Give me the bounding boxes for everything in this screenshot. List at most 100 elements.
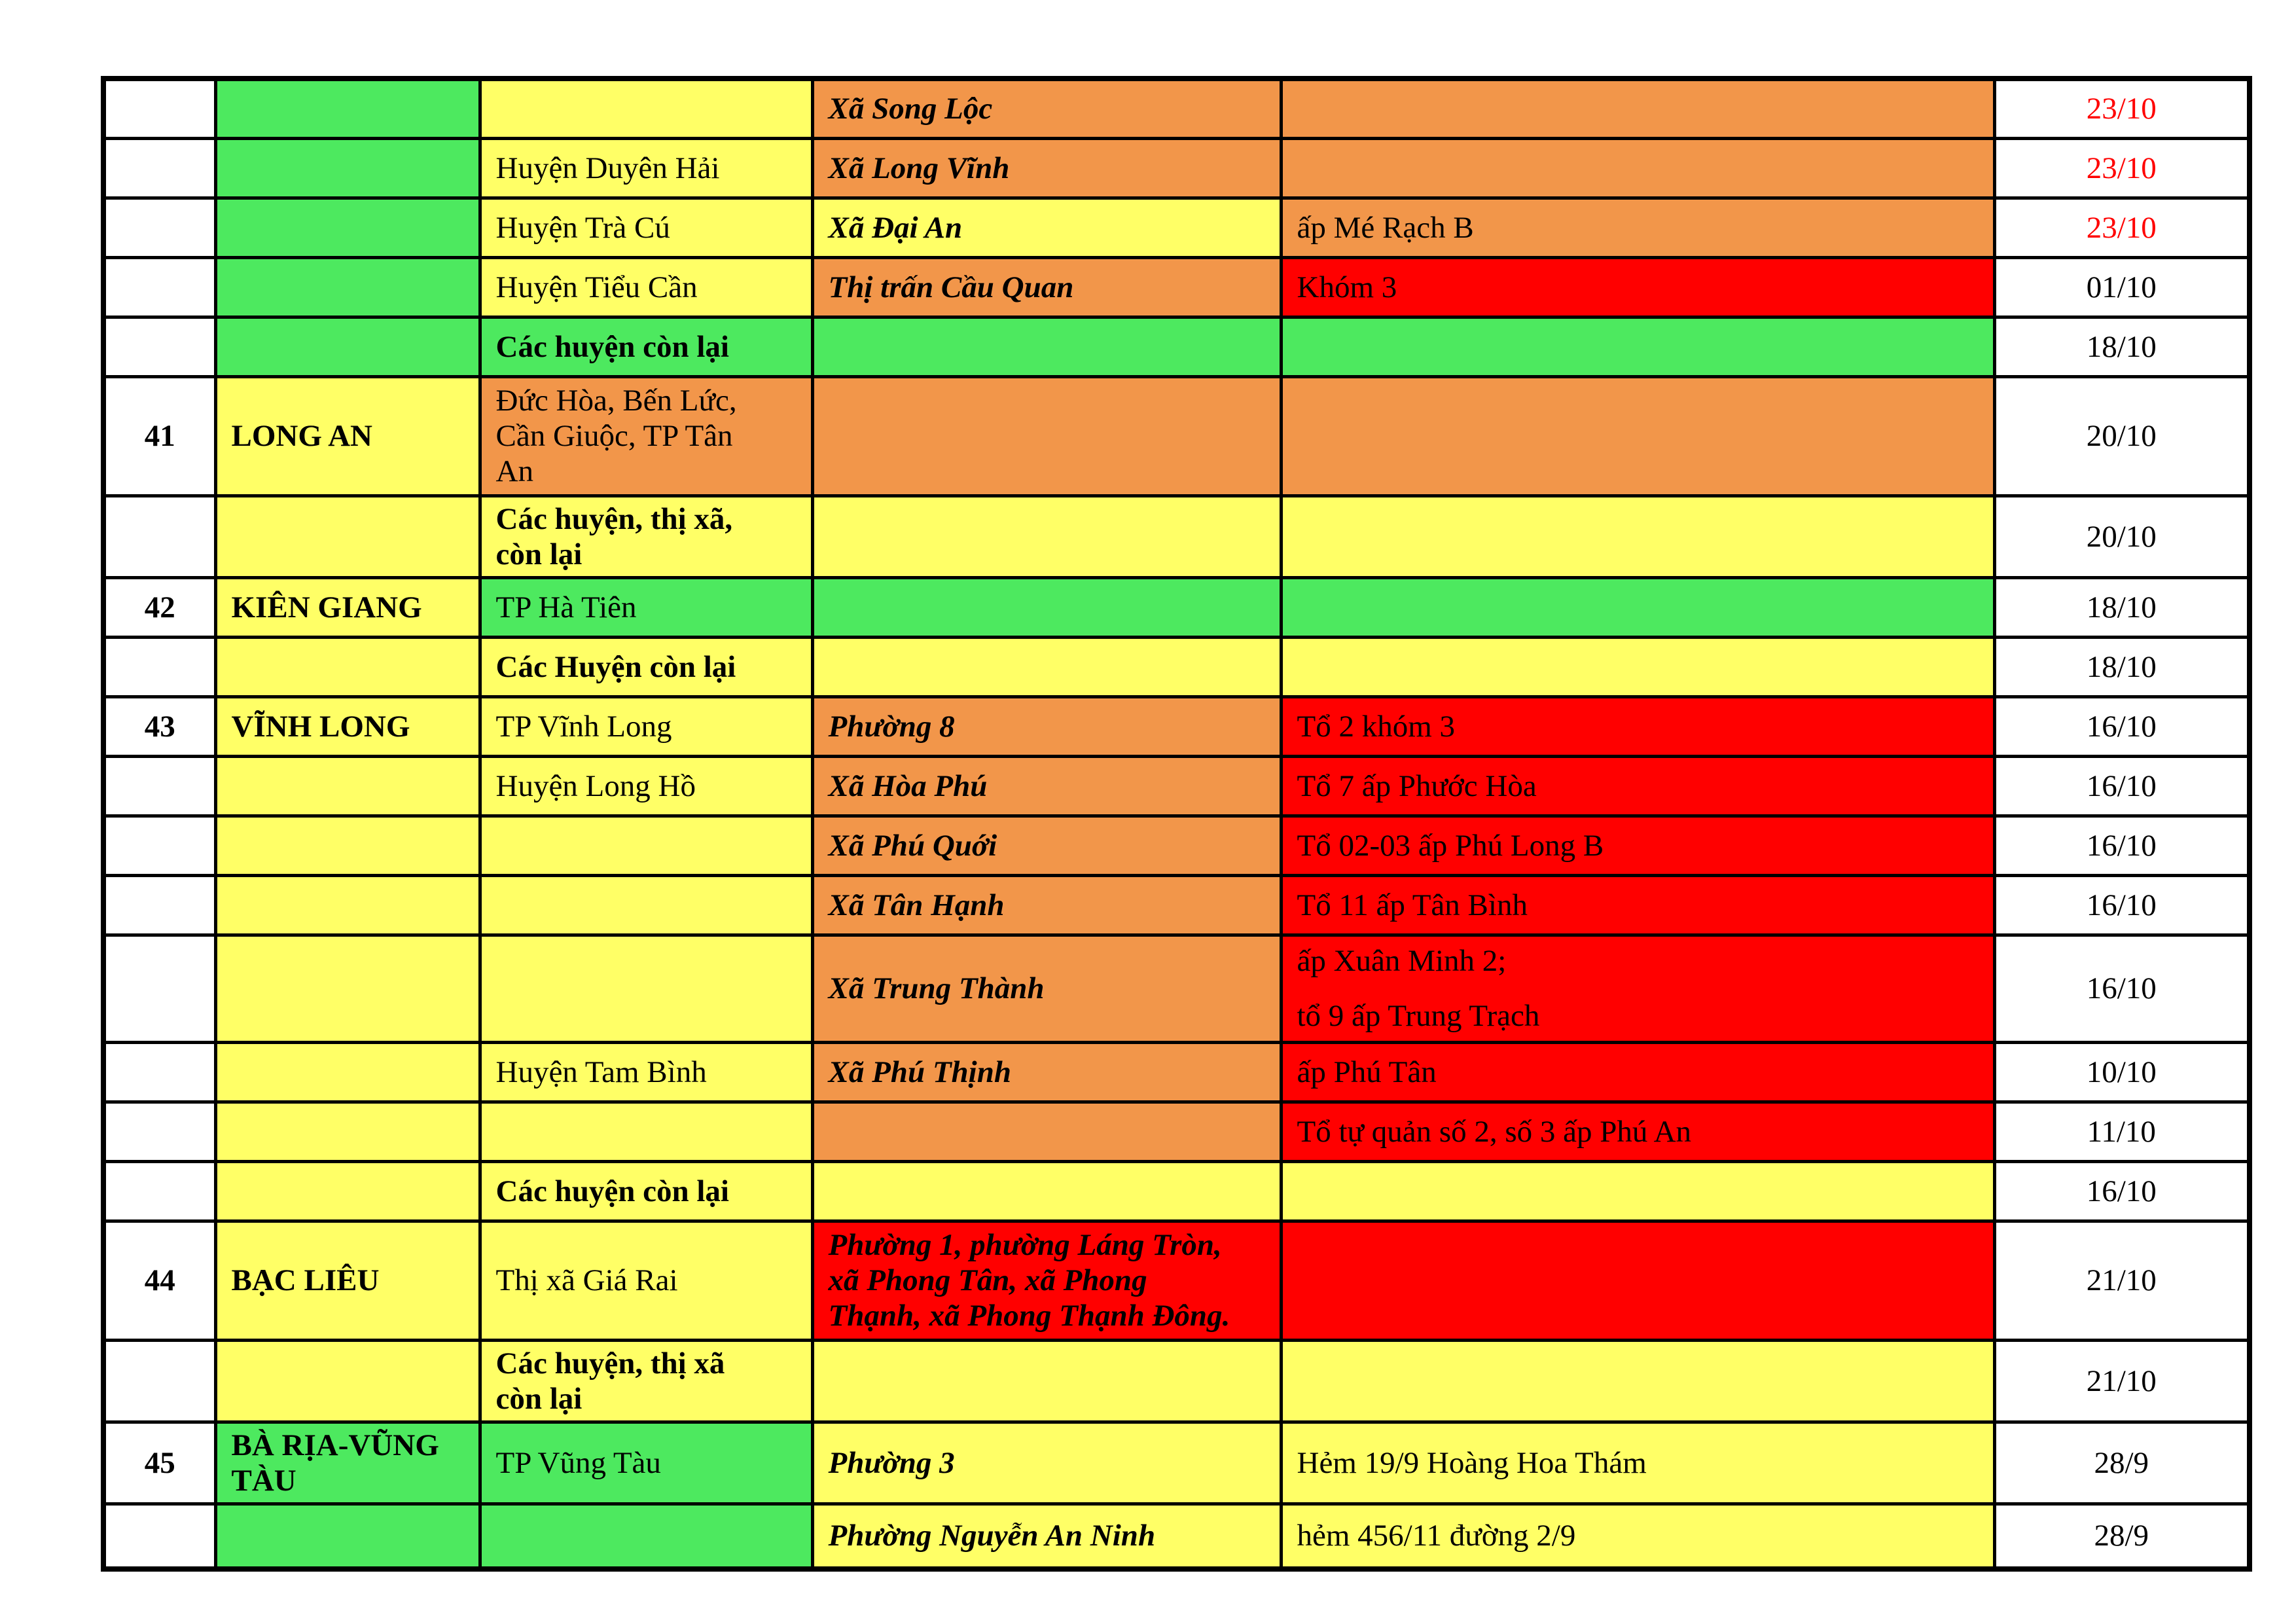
cell-text: Huyện Trà Cú bbox=[495, 210, 670, 245]
cell-text: 20/10 bbox=[2086, 519, 2157, 554]
cell-index bbox=[101, 196, 217, 259]
cell-text: Xã Hòa Phú bbox=[828, 768, 988, 803]
cell-text: 43 bbox=[144, 709, 175, 744]
cell-ward: Xã Phú Thịnh bbox=[810, 1040, 1283, 1104]
cell-province bbox=[213, 315, 482, 378]
cell-district: Đức Hòa, Bến Lức, Cần Giuộc, TP Tân An bbox=[478, 374, 814, 497]
cell-date: 16/10 bbox=[1992, 873, 2251, 937]
cell-province bbox=[213, 136, 482, 200]
cell-district: Huyện Tam Bình bbox=[478, 1040, 814, 1104]
cell-province bbox=[213, 754, 482, 818]
table-row: Các huyện còn lại 16/10 bbox=[101, 1159, 2251, 1223]
cell-district: Huyện Long Hồ bbox=[478, 754, 814, 818]
cell-line: Cần Giuộc, TP Tân bbox=[495, 419, 733, 453]
cell-text: Xã Phú Thịnh bbox=[828, 1055, 1012, 1089]
cell-index: 42 bbox=[101, 575, 217, 639]
cell-district: Các huyện, thị xã còn lại bbox=[478, 1338, 814, 1424]
table-row: Xã Song Lộc 23/10 bbox=[101, 77, 2251, 140]
cell-district: Các huyện, thị xã, còn lại bbox=[478, 494, 814, 579]
cell-ward: Xã Long Vĩnh bbox=[810, 136, 1283, 200]
cell-hamlet: ấp Mé Rạch B bbox=[1279, 196, 1996, 259]
cell-text: Phường 8 bbox=[828, 709, 955, 744]
cell-line: Đức Hòa, Bến Lức, bbox=[495, 384, 737, 418]
cell-district: Thị xã Giá Rai bbox=[478, 1219, 814, 1342]
cell-date: 21/10 bbox=[1992, 1219, 2251, 1342]
cell-line: còn lại bbox=[495, 537, 583, 571]
cell-line: An bbox=[495, 454, 533, 488]
cell-district: Huyện Trà Cú bbox=[478, 196, 814, 259]
cell-date: 10/10 bbox=[1992, 1040, 2251, 1104]
cell-date: 16/10 bbox=[1992, 814, 2251, 877]
cell-province bbox=[213, 77, 482, 140]
cell-text: 16/10 bbox=[2086, 971, 2157, 1005]
cell-hamlet: ấp Phú Tân bbox=[1279, 1040, 1996, 1104]
cell-text: 20/10 bbox=[2086, 419, 2157, 453]
cell-province: VĨNH LONG bbox=[213, 695, 482, 758]
table-row: Các huyện còn lại 18/10 bbox=[101, 315, 2251, 378]
cell-province bbox=[213, 873, 482, 937]
cell-line bbox=[1297, 979, 1986, 998]
table-row: Các Huyện còn lại 18/10 bbox=[101, 635, 2251, 698]
cell-hamlet bbox=[1279, 1338, 1996, 1424]
cell-text: Xã Trung Thành bbox=[828, 971, 1045, 1005]
cell-index bbox=[101, 933, 217, 1044]
cell-text: Các Huyện còn lại bbox=[495, 649, 736, 684]
cell-date: 18/10 bbox=[1992, 635, 2251, 698]
cell-province: BẠC LIÊU bbox=[213, 1219, 482, 1342]
cell-text: Huyện Duyên Hải bbox=[495, 151, 720, 185]
cell-district bbox=[478, 1100, 814, 1163]
cell-text: 16/10 bbox=[2086, 709, 2157, 744]
cell-ward: Phường Nguyễn An Ninh bbox=[810, 1502, 1283, 1571]
table-row: Huyện Duyên Hải Xã Long Vĩnh 23/10 bbox=[101, 136, 2251, 200]
cell-hamlet: hẻm 456/11 đường 2/9 bbox=[1279, 1502, 1996, 1571]
table-body: Xã Song Lộc 23/10 Huyện Duyên Hải Xã Long V… bbox=[101, 77, 2251, 1571]
risk-zone-table: Xã Song Lộc 23/10 Huyện Duyên Hải Xã Long V… bbox=[101, 76, 2252, 1572]
cell-index: 41 bbox=[101, 374, 217, 497]
cell-index bbox=[101, 494, 217, 579]
cell-text: 01/10 bbox=[2086, 270, 2157, 304]
cell-text: 28/9 bbox=[2094, 1445, 2149, 1480]
cell-district: TP Vĩnh Long bbox=[478, 695, 814, 758]
cell-ward: Xã Phú Quới bbox=[810, 814, 1283, 877]
cell-province: KIÊN GIANG bbox=[213, 575, 482, 639]
cell-hamlet bbox=[1279, 1219, 1996, 1342]
table-row: 42 KIÊN GIANG TP Hà Tiên 18/10 bbox=[101, 575, 2251, 639]
cell-hamlet: Hẻm 19/9 Hoàng Hoa Thám bbox=[1279, 1420, 1996, 1506]
cell-date: 23/10 bbox=[1992, 136, 2251, 200]
cell-index bbox=[101, 136, 217, 200]
cell-province bbox=[213, 1159, 482, 1223]
cell-text: KIÊN GIANG bbox=[231, 590, 422, 624]
cell-index bbox=[101, 1338, 217, 1424]
cell-text: Hẻm 19/9 Hoàng Hoa Thám bbox=[1297, 1445, 1647, 1480]
cell-hamlet: Tổ tự quản số 2, số 3 ấp Phú An bbox=[1279, 1100, 1996, 1163]
cell-text: 18/10 bbox=[2086, 329, 2157, 364]
cell-text: TP Vĩnh Long bbox=[495, 709, 672, 744]
cell-index bbox=[101, 1502, 217, 1571]
cell-province: LONG AN bbox=[213, 374, 482, 497]
table-row: Các huyện, thị xã, còn lại 20/10 bbox=[101, 494, 2251, 579]
cell-text: Huyện Tiểu Cần bbox=[495, 270, 698, 304]
cell-ward: Phường 8 bbox=[810, 695, 1283, 758]
cell-ward: Phường 3 bbox=[810, 1420, 1283, 1506]
cell-province bbox=[213, 494, 482, 579]
cell-text: 11/10 bbox=[2087, 1114, 2156, 1149]
cell-text: 16/10 bbox=[2086, 888, 2157, 922]
table-row: 41 LONG AN Đức Hòa, Bến Lức, Cần Giuộc, TP … bbox=[101, 374, 2251, 497]
cell-ward bbox=[810, 1159, 1283, 1223]
cell-district bbox=[478, 933, 814, 1044]
cell-text: VĨNH LONG bbox=[231, 709, 410, 744]
cell-province bbox=[213, 1338, 482, 1424]
table-row: Các huyện, thị xã còn lại 21/10 bbox=[101, 1338, 2251, 1424]
cell-date: 18/10 bbox=[1992, 575, 2251, 639]
cell-district bbox=[478, 814, 814, 877]
cell-index: 43 bbox=[101, 695, 217, 758]
cell-ward bbox=[810, 1338, 1283, 1424]
cell-hamlet bbox=[1279, 575, 1996, 639]
cell-province: BÀ RỊA-VŨNG TÀU bbox=[213, 1420, 482, 1506]
table-row: Huyện Trà Cú Xã Đại An ấp Mé Rạch B 23/10 bbox=[101, 196, 2251, 259]
table-row: Huyện Long Hồ Xã Hòa Phú Tổ 7 ấp Phước Hòa… bbox=[101, 754, 2251, 818]
table-row: Phường Nguyễn An Ninh hẻm 456/11 đường 2/… bbox=[101, 1502, 2251, 1571]
cell-text: 21/10 bbox=[2086, 1363, 2157, 1398]
cell-text: Các huyện còn lại bbox=[495, 329, 729, 364]
